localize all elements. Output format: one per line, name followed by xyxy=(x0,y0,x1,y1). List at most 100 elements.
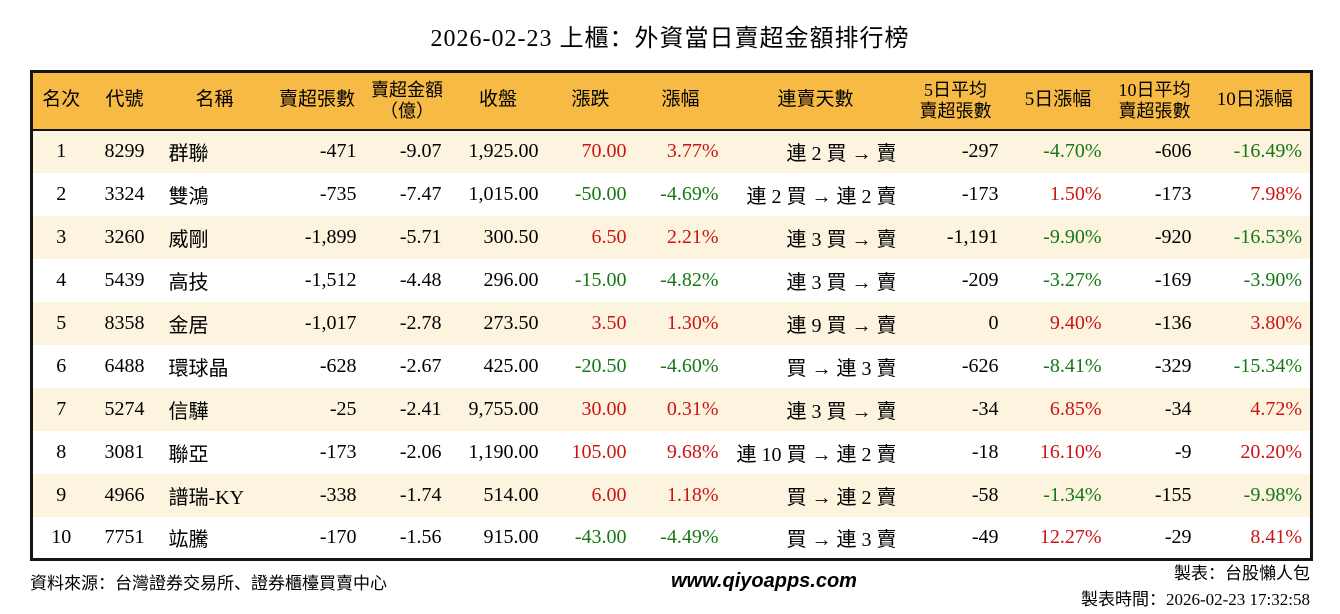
generated-time-line: 製表時間：2026-02-23 17:32:58 xyxy=(1080,590,1310,610)
cell-avg5: -1,191 xyxy=(946,225,999,248)
cell-rank: 7 xyxy=(56,397,67,420)
cell-name: 譜瑞-KY xyxy=(168,486,245,509)
cell-avg5: -209 xyxy=(961,268,999,291)
col-header-name: 名稱 xyxy=(159,71,270,131)
table-row: 7 5274 信驊 -25 -2.41 9,755.00 30.00 0.31% 連 3 買 →… xyxy=(31,387,1312,431)
cell-pct10: -9.98% xyxy=(1243,483,1302,506)
cell-code: 3081 xyxy=(104,440,145,463)
table-row: 5 8358 金居 -1,017 -2.78 273.50 3.50 1.30% 連 9 買 →… xyxy=(31,301,1312,345)
cell-sell_vol: -170 xyxy=(319,525,357,548)
table-body: 1 8299 群聯 -471 -9.07 1,925.00 70.00 3.77% 連 2 買 … xyxy=(31,129,1312,560)
cell-change_pct: 1.18% xyxy=(666,483,719,506)
cell-rank: 2 xyxy=(56,182,67,205)
cell-pct5: -8.41% xyxy=(1043,354,1102,377)
cell-streak: 連 3 買 → 賣 xyxy=(786,228,897,251)
cell-name: 聯亞 xyxy=(168,443,209,466)
cell-avg5: -49 xyxy=(971,525,999,548)
col-header-sell_amt: 賣超金額 （億） xyxy=(364,71,450,131)
table-row: 1 8299 群聯 -471 -9.07 1,925.00 70.00 3.77% 連 2 買 … xyxy=(31,129,1312,173)
cell-avg5: -58 xyxy=(971,483,999,506)
cell-streak: 連 2 買 → 賣 xyxy=(786,143,897,165)
cell-sell_vol: -628 xyxy=(319,354,357,377)
cell-avg10: -9 xyxy=(1174,440,1192,463)
cell-sell_amt: -7.47 xyxy=(399,182,442,205)
footer: 資料來源：台灣證券交易所、證券櫃檯買賣中心 www.qiyoapps.com 製… xyxy=(30,560,1310,610)
cell-code: 3324 xyxy=(104,182,145,205)
cell-sell_vol: -1,899 xyxy=(304,225,357,248)
cell-avg10: -155 xyxy=(1154,483,1192,506)
cell-close: 915.00 xyxy=(483,525,539,548)
cell-change: 105.00 xyxy=(571,440,627,463)
cell-pct5: -3.27% xyxy=(1043,268,1102,291)
cell-close: 300.50 xyxy=(483,225,539,248)
cell-pct5: 6.85% xyxy=(1049,397,1102,420)
cell-streak: 買 → 連 2 賣 xyxy=(786,486,897,509)
cell-pct10: 8.41% xyxy=(1250,525,1302,548)
credits-block: 製表：台股懶人包 製表時間：2026-02-23 17:32:58 xyxy=(1081,560,1310,614)
cell-streak: 買 → 連 3 賣 xyxy=(786,357,897,380)
col-header-close: 收盤 xyxy=(449,71,547,131)
table-row: 6 6488 環球晶 -628 -2.67 425.00 -20.50 -4.60% 買 → 連… xyxy=(32,345,1312,388)
table-row: 8 3081 聯亞 -173 -2.06 1,190.00 105.00 9.68% 連 10 … xyxy=(32,431,1312,474)
cell-streak: 連 9 買 → 賣 xyxy=(786,314,897,337)
col-header-pct5: 5日漲幅 xyxy=(1006,71,1110,131)
cell-change: 3.50 xyxy=(591,311,627,334)
col-header-avg10: 10日平均 賣超張數 xyxy=(1109,71,1200,131)
cell-pct5: -9.90% xyxy=(1043,225,1102,248)
cell-change: 30.00 xyxy=(581,397,627,420)
cell-change_pct: -4.49% xyxy=(660,525,719,548)
cell-change_pct: -4.69% xyxy=(660,182,719,205)
cell-rank: 8 xyxy=(56,440,67,463)
table-row: 4 5439 高技 -1,512 -4.48 296.00 -15.00 -4.82% 連 3 … xyxy=(32,259,1312,302)
cell-pct5: -4.70% xyxy=(1043,140,1102,162)
cell-sell_vol: -471 xyxy=(319,140,357,162)
col-header-rank: 名次 xyxy=(31,71,90,131)
cell-code: 7751 xyxy=(104,525,145,548)
cell-pct5: 1.50% xyxy=(1049,182,1102,205)
cell-code: 5439 xyxy=(104,268,145,291)
cell-sell_vol: -173 xyxy=(319,440,357,463)
cell-name: 環球晶 xyxy=(168,357,229,380)
cell-sell_amt: -2.06 xyxy=(399,440,442,463)
cell-avg10: -136 xyxy=(1154,311,1192,334)
table-row: 10 7751 竑騰 -170 -1.56 915.00 -43.00 -4.49% 買 → 連… xyxy=(32,517,1312,560)
cell-avg10: -329 xyxy=(1154,354,1192,377)
cell-pct5: 9.40% xyxy=(1049,311,1102,334)
cell-name: 竑騰 xyxy=(168,528,209,551)
cell-close: 514.00 xyxy=(483,483,539,506)
cell-rank: 4 xyxy=(56,268,67,291)
cell-change_pct: -4.60% xyxy=(660,354,719,377)
cell-sell_amt: -2.78 xyxy=(399,311,442,334)
col-header-change_pct: 漲幅 xyxy=(634,71,727,131)
cell-close: 273.50 xyxy=(483,311,539,334)
cell-sell_vol: -338 xyxy=(319,483,357,506)
cell-pct10: 3.80% xyxy=(1250,311,1302,334)
cell-sell_amt: -5.71 xyxy=(399,225,442,248)
cell-pct5: -1.34% xyxy=(1043,483,1102,506)
cell-name: 高技 xyxy=(168,271,209,294)
cell-pct5: 16.10% xyxy=(1039,440,1102,463)
table-header: 名次 代號 名稱 賣超張數 賣超金額 （億） 收盤 漲跌 漲幅 連賣天數 5日平均 賣超張數 5日漲幅 1… xyxy=(31,71,1312,131)
cell-code: 5274 xyxy=(104,397,145,420)
cell-pct10: 4.72% xyxy=(1250,397,1302,420)
table-row: 9 4966 譜瑞-KY -338 -1.74 514.00 6.00 1.18% 買 → 連 … xyxy=(31,473,1312,517)
cell-rank: 6 xyxy=(56,354,67,377)
col-header-code: 代號 xyxy=(89,71,160,131)
cell-avg5: -34 xyxy=(971,397,999,420)
cell-avg5: -18 xyxy=(971,440,999,463)
cell-avg10: -606 xyxy=(1154,140,1192,162)
cell-change_pct: -4.82% xyxy=(660,268,719,291)
cell-code: 8299 xyxy=(104,140,145,162)
cell-streak: 連 3 買 → 賣 xyxy=(786,400,897,423)
cell-close: 1,015.00 xyxy=(468,182,539,205)
cell-change: -15.00 xyxy=(574,268,627,291)
cell-sell_vol: -25 xyxy=(329,397,357,420)
cell-pct10: -3.90% xyxy=(1243,268,1302,291)
author-line: 製表：台股懶人包 xyxy=(1174,564,1310,583)
col-header-change: 漲跌 xyxy=(546,71,635,131)
cell-avg10: -920 xyxy=(1154,225,1192,248)
foreign-sell-ranking-table: 名次 代號 名稱 賣超張數 賣超金額 （億） 收盤 漲跌 漲幅 連賣天數 5日平均 賣超張數 5日漲幅 1… xyxy=(30,70,1313,561)
cell-close: 1,925.00 xyxy=(468,140,539,162)
cell-sell_amt: -2.41 xyxy=(399,397,442,420)
